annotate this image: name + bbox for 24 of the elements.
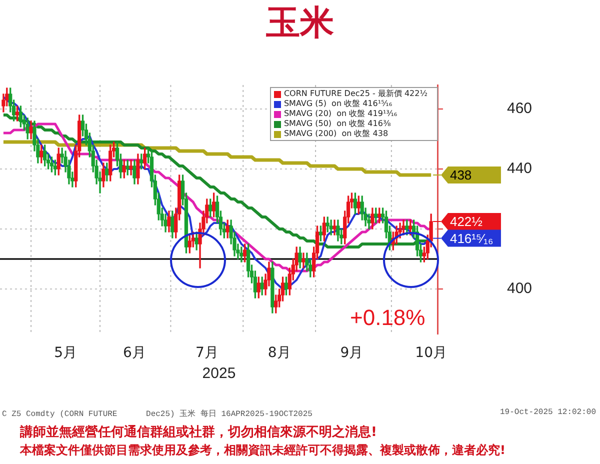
x-tick-label: 9月 — [340, 345, 364, 362]
y-tick-label: 440 — [506, 160, 532, 178]
x-axis-title: 2025 — [202, 364, 236, 382]
x-tick-label: 8月 — [268, 345, 291, 362]
legend-label: SMAVG (20) on 收盤 419¹³⁄₁₆ — [284, 109, 398, 119]
legend-label: SMAVG (200) on 收盤 438 — [284, 129, 388, 139]
x-tick-label: 6月 — [123, 345, 146, 362]
legend-label: SMAVG (50) on 收盤 416⅜ — [284, 119, 391, 129]
x-tick-label: 5月 — [54, 345, 77, 362]
x-tick-label: 7月 — [195, 345, 218, 362]
text: C Z5 Comdty (CORN FUTURE Dec25) 玉米 每日 16APR2025-19OCT2025 — [2, 408, 312, 419]
x-tick-label: 10月 — [415, 345, 447, 362]
y-tick-label: 400 — [506, 280, 532, 298]
chart-title: 玉米 — [265, 2, 335, 45]
legend-label: SMAVG (5) on 收盤 416¹⁵⁄₁₆ — [284, 99, 392, 109]
annotation: +0.18% — [350, 305, 426, 331]
legend-label: CORN FUTURE Dec25 - 最新價 422½ — [284, 89, 428, 99]
annotation: 422½ — [450, 214, 483, 230]
text: 19-Oct-2025 12:02:00 — [500, 408, 596, 417]
annotation: 438 — [450, 168, 472, 183]
y-tick-label: 460 — [506, 100, 532, 118]
annotation: 416¹⁵⁄₁₆ — [450, 230, 494, 246]
text: 講師並無經營任何通信群組或社群，切勿相信來源不明之消息! — [20, 424, 377, 441]
text: 本檔案文件僅供節目需求使用及參考，相關資訊未經許可不得揭露、複製或散佈，違者必究! — [20, 442, 506, 459]
